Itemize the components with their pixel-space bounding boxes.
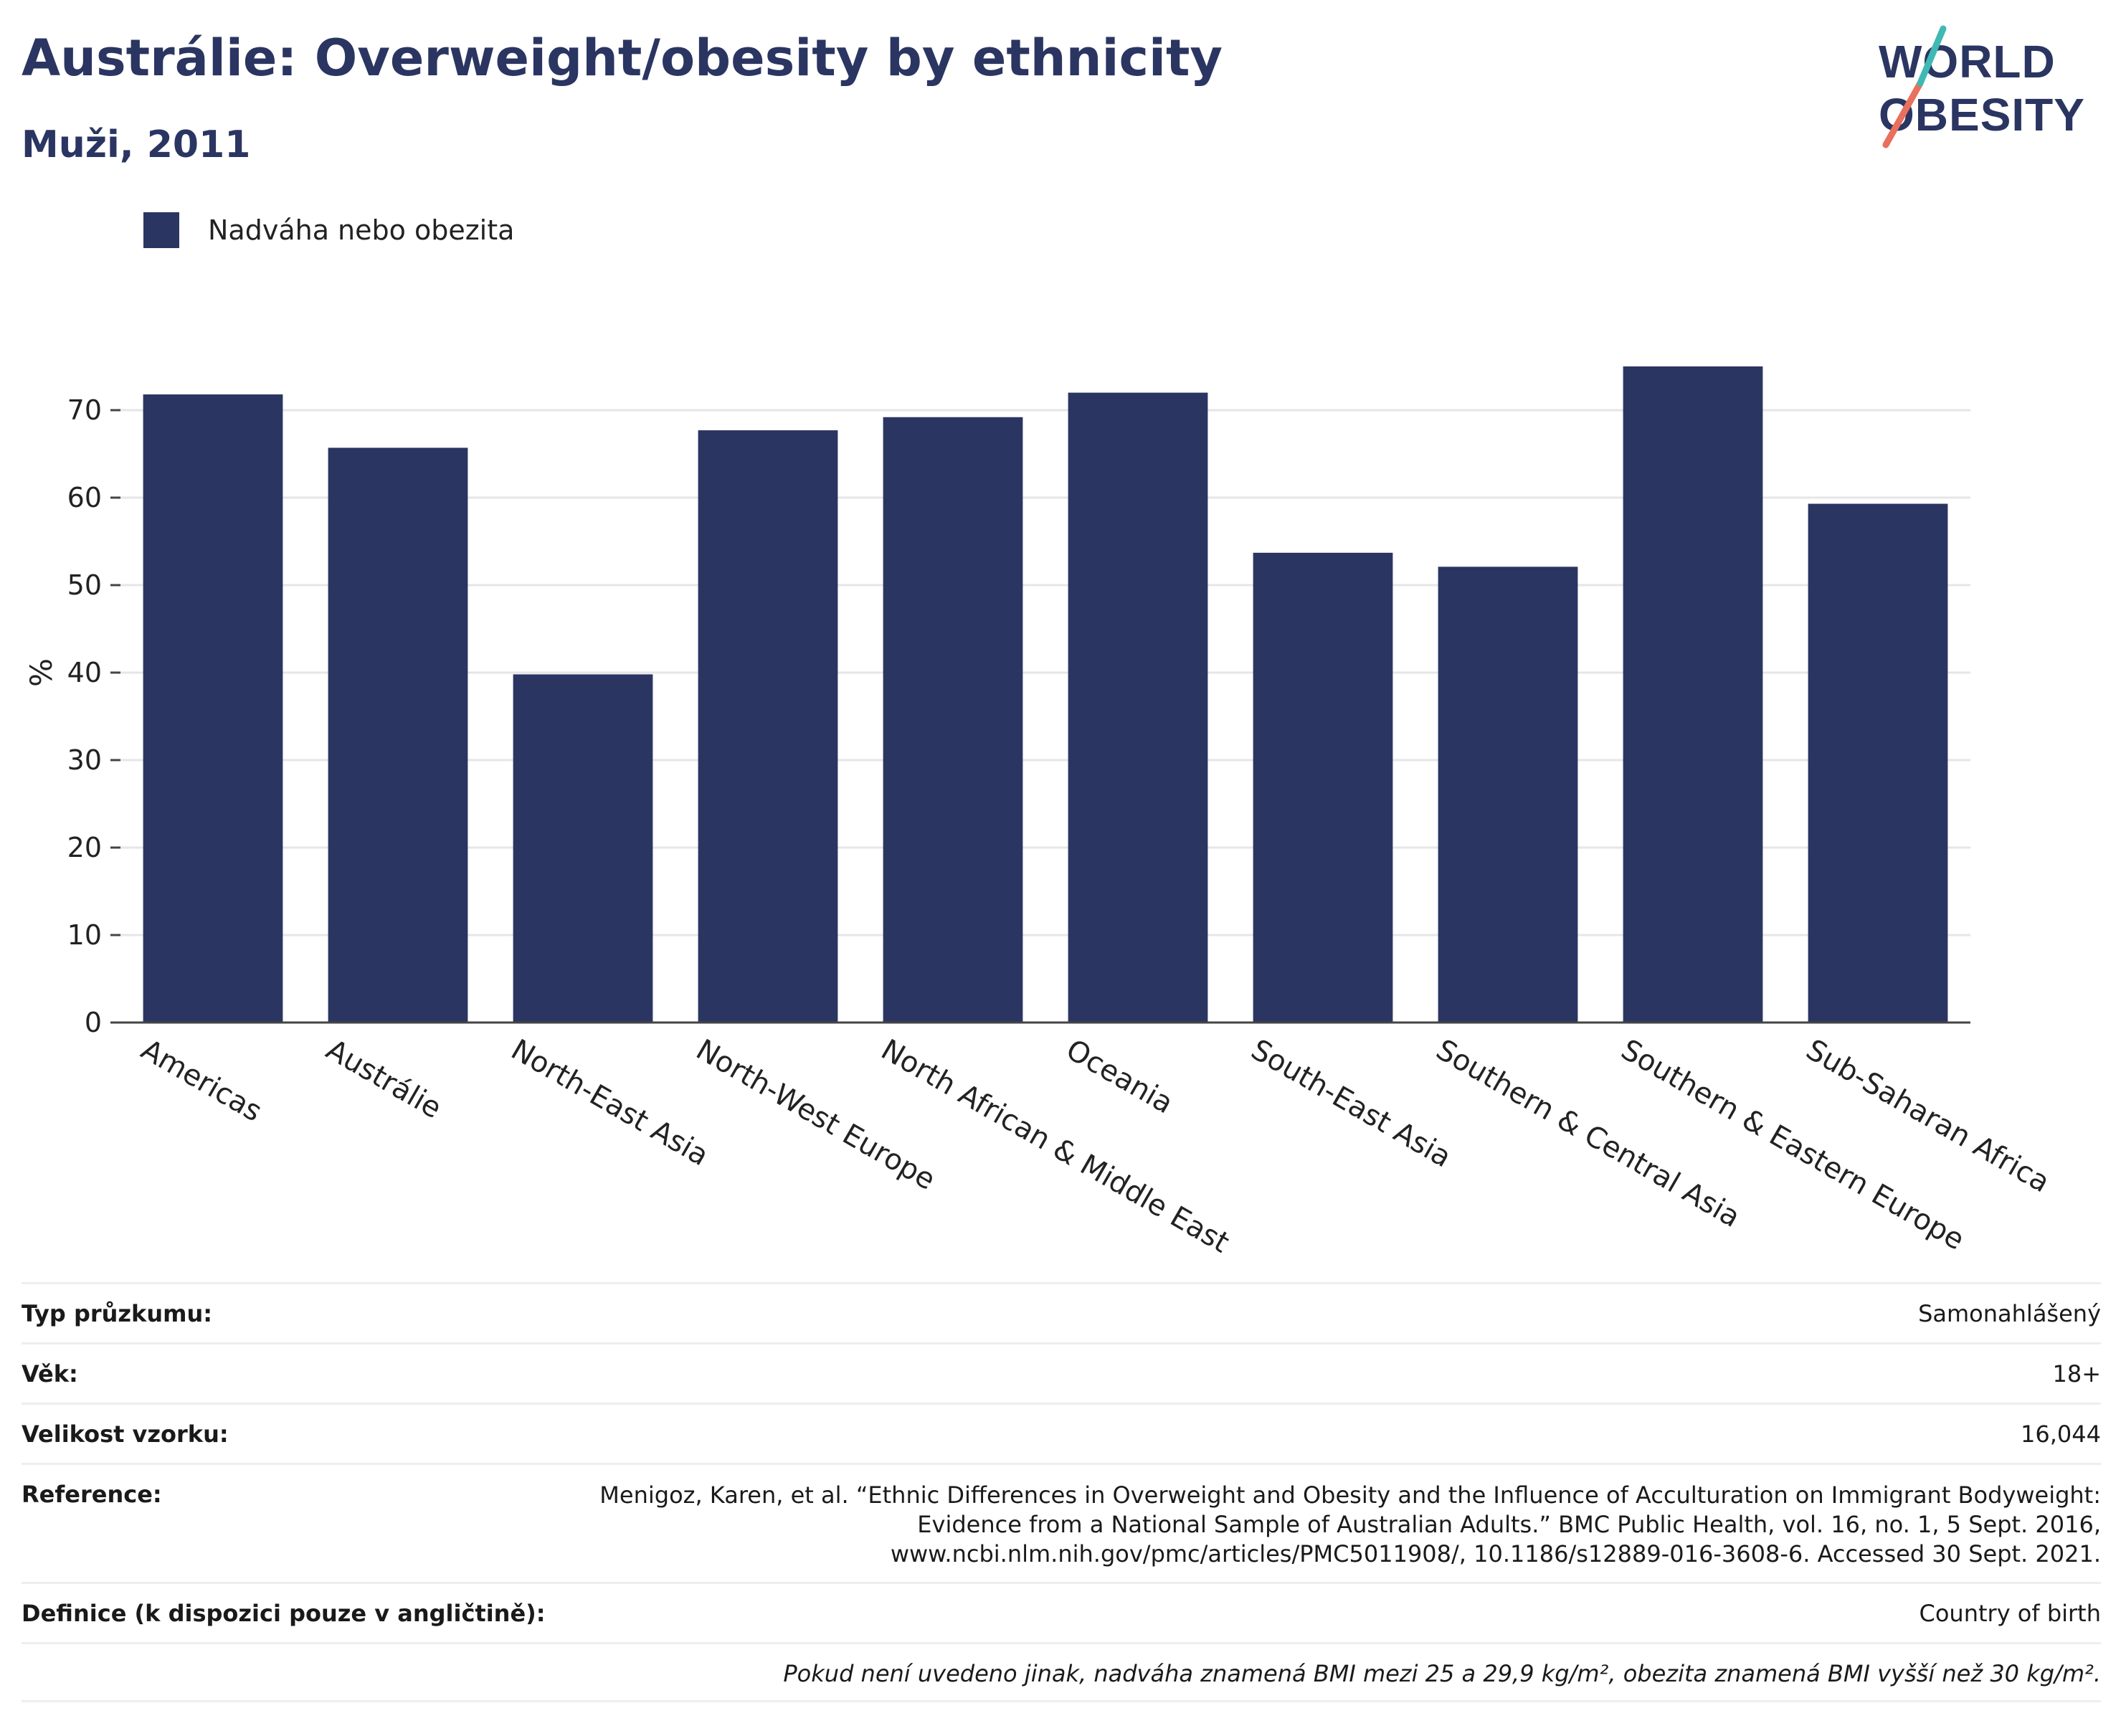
x-tick-label: Southern & Central Asia (1430, 1033, 1745, 1234)
bar (698, 430, 838, 1023)
y-tick-label: 50 (67, 569, 102, 601)
bar (1623, 366, 1763, 1023)
x-tick-label: South-East Asia (1245, 1033, 1457, 1175)
bar (883, 417, 1023, 1023)
x-tick-label: North African & Middle East (876, 1033, 1235, 1260)
x-tick-label: Americas (136, 1033, 267, 1129)
info-value: Country of birth (1919, 1600, 2102, 1627)
x-tick-label: Southern & Eastern Europe (1615, 1033, 1970, 1257)
y-tick-label: 70 (67, 394, 102, 426)
legend-swatch (143, 212, 179, 248)
info-row-sample-size: Velikost vzorku: 16,044 (22, 1403, 2101, 1463)
info-key: Velikost vzorku: (22, 1420, 229, 1448)
bar (328, 447, 468, 1023)
info-row-footnote: Pokud není uvedeno jinak, nadváha znamen… (22, 1642, 2101, 1702)
info-row-definition: Definice (k dispozici pouze v angličtině… (22, 1582, 2101, 1642)
info-value: Menigoz, Karen, et al. “Ethnic Differenc… (599, 1481, 2101, 1569)
info-value: Samonahlášený (1918, 1300, 2101, 1327)
chart-legend: Nadváha nebo obezita (143, 212, 514, 248)
reference-line: Menigoz, Karen, et al. “Ethnic Differenc… (599, 1481, 2101, 1509)
reference-line: Evidence from a National Sample of Austr… (917, 1511, 2101, 1538)
footnote: Pokud není uvedeno jinak, nadváha znamen… (783, 1660, 2101, 1687)
info-key: Typ průzkumu: (22, 1300, 213, 1327)
info-value: 18+ (2052, 1360, 2101, 1388)
y-tick-label: 20 (67, 832, 102, 863)
info-row-survey-type: Typ průzkumu: Samonahlášený (22, 1282, 2101, 1342)
x-tick-label: North-East Asia (506, 1033, 714, 1172)
bar (1438, 566, 1578, 1023)
world-obesity-logo: WORLD OBESITY (1879, 25, 2084, 148)
info-value: 16,044 (2021, 1420, 2101, 1448)
info-key: Definice (k dispozici pouze v angličtině… (22, 1600, 546, 1627)
y-tick-label: 10 (67, 919, 102, 951)
y-axis-label: % (24, 658, 59, 687)
bar (1253, 552, 1393, 1023)
reference-line: www.ncbi.nlm.nih.gov/pmc/articles/PMC501… (890, 1540, 2101, 1567)
bar (143, 394, 283, 1023)
info-key: Reference: (22, 1481, 162, 1508)
y-tick-label: 30 (67, 744, 102, 776)
y-tick-label: 40 (67, 657, 102, 688)
bar (1808, 503, 1948, 1023)
y-tick-label: 0 (85, 1007, 102, 1038)
svg-text:WORLD: WORLD (1879, 36, 2056, 87)
info-table: Typ průzkumu: Samonahlášený Věk: 18+ Vel… (22, 1282, 2101, 1702)
info-row-reference: Reference: Menigoz, Karen, et al. “Ethni… (22, 1463, 2101, 1582)
y-tick-label: 60 (67, 482, 102, 513)
bar-chart: 0 10 20 30 40 50 60 70% Americas Austrálie North-E… (24, 366, 2055, 1260)
bar (513, 674, 653, 1023)
info-row-age: Věk: 18+ (22, 1342, 2101, 1403)
legend-label: Nadváha nebo obezita (208, 214, 515, 246)
x-tick-label: Austrálie (321, 1033, 447, 1125)
bar (1068, 392, 1208, 1023)
page-subtitle: Muži, 2011 (22, 123, 251, 166)
x-tick-label: Oceania (1060, 1033, 1179, 1121)
page-title: Austrálie: Overweight/obesity by ethnici… (22, 29, 1223, 87)
info-key: Věk: (22, 1360, 78, 1388)
